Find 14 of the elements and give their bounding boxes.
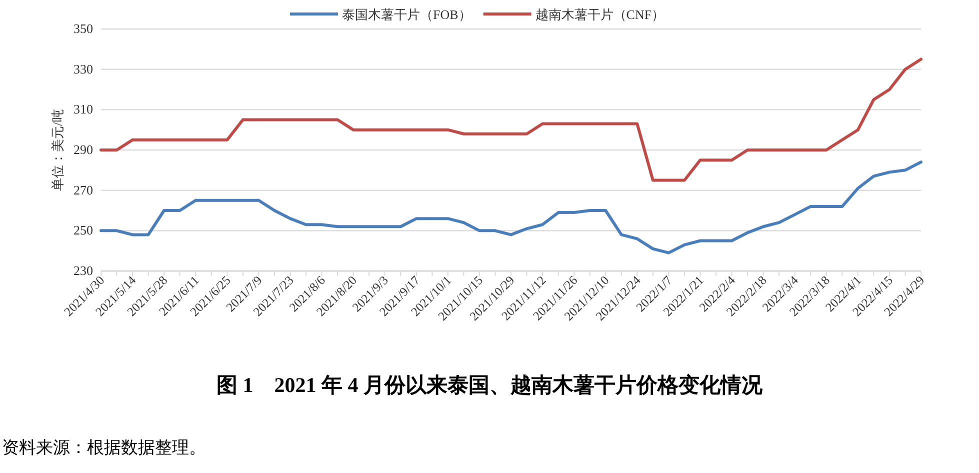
text: 图 1 2021 年 4 月份以来泰国、越南木薯干片价格变化情况 [216,373,764,397]
y-axis-title: 单位：美元/吨 [50,109,65,191]
legend-label: 越南木薯干片（CNF） [535,7,665,22]
y-tick-label: 270 [74,182,93,198]
line-series [100,58,922,182]
y-tick-label: 310 [74,102,93,117]
legend-label: 泰国木薯干片（FOB） [342,7,472,22]
y-tick-label: 250 [74,222,93,238]
text: 资料来源：根据数据整理。 [2,438,206,457]
line-series [100,160,922,254]
y-tick-label: 290 [74,142,93,157]
y-tick-label: 330 [74,61,93,76]
y-tick-label: 350 [74,21,93,36]
y-tick-label: 230 [74,263,93,278]
